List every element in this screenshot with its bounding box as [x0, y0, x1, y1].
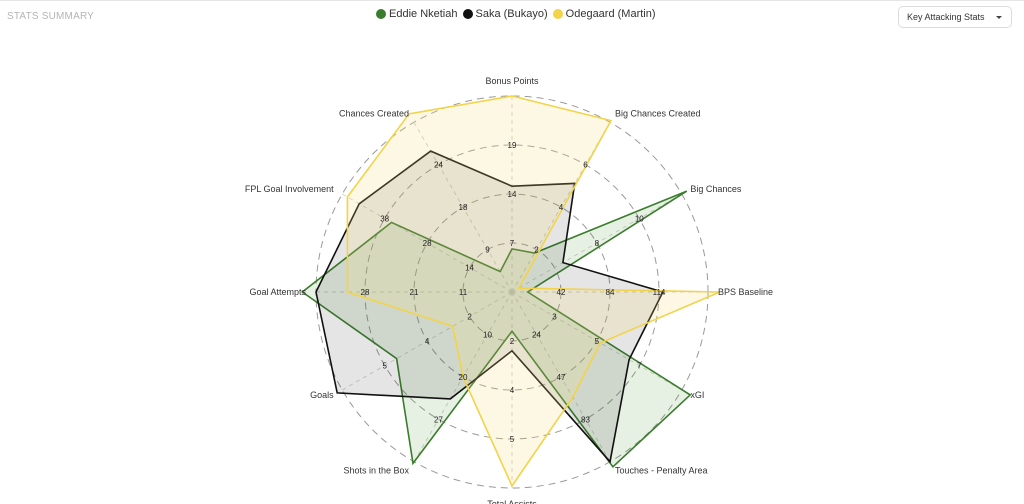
legend-item-saka[interactable]: Saka (Bukayo) [462, 8, 548, 20]
tick-label: 9 [485, 246, 490, 255]
series-polygon-2 [346, 95, 721, 488]
top-divider [0, 0, 1024, 1]
tick-label: 24 [434, 161, 443, 170]
axis-label: xGI [690, 390, 704, 400]
legend-item-nketiah[interactable]: Eddie Nketiah [376, 8, 458, 20]
tick-label: 14 [465, 264, 474, 273]
tick-label: 28 [361, 288, 370, 297]
axis-line-10 [342, 193, 513, 293]
tick-label: 10 [483, 330, 492, 339]
section-title: STATS SUMMARY [7, 11, 95, 22]
tick-label: 6 [583, 161, 588, 170]
tick-label: 38 [380, 215, 389, 224]
stats-type-dropdown[interactable]: Key Attacking Stats [898, 6, 1012, 28]
legend-item-odegaard[interactable]: Odegaard (Martin) [552, 8, 656, 20]
axis-label: Chances Created [339, 109, 409, 119]
axis-line-4 [511, 291, 682, 391]
axis-label: Total Assists [487, 499, 537, 504]
axis-label: Big Chances [690, 184, 742, 194]
tick-label: 42 [557, 288, 566, 297]
legend-dot-icon [376, 9, 386, 19]
tick-label: 14 [508, 190, 517, 199]
tick-label: 114 [653, 288, 666, 297]
chart-legend: Eddie Nketiah Saka (Bukayo) Odegaard (Ma… [376, 8, 657, 20]
tick-label: 5 [382, 362, 387, 371]
legend-dot-icon [462, 9, 473, 19]
axis-line-2 [511, 193, 682, 293]
tick-label: 24 [532, 330, 541, 339]
series-polygon-1 [315, 150, 665, 464]
tick-label: 83 [581, 415, 590, 424]
legend-label: Eddie Nketiah [389, 8, 458, 20]
tick-label: 8 [595, 239, 600, 248]
axis-label: Shots in the Box [343, 465, 409, 475]
tick-label: 21 [410, 288, 419, 297]
tick-label: 47 [557, 373, 566, 382]
axis-label: Bonus Points [485, 76, 539, 86]
tick-label: 10 [635, 215, 644, 224]
tick-label: 4 [425, 337, 430, 346]
tick-label: 4 [559, 203, 564, 212]
legend-dot-icon [552, 9, 563, 19]
tick-label: 2 [510, 337, 515, 346]
tick-label: 28 [423, 239, 432, 248]
dropdown-selected-label: Key Attacking Stats [907, 12, 985, 22]
axis-label: BPS Baseline [718, 287, 773, 297]
legend-label: Odegaard (Martin) [565, 8, 656, 20]
tick-label: 27 [434, 415, 443, 424]
tick-label: 7 [637, 362, 642, 371]
tick-label: 18 [459, 203, 468, 212]
axis-label: Big Chances Created [615, 109, 701, 119]
tick-label: 4 [510, 386, 515, 395]
tick-label: 5 [595, 337, 600, 346]
axis-label: Goals [310, 390, 334, 400]
axis-line-8 [342, 291, 513, 391]
tick-label: 19 [508, 141, 517, 150]
axis-label: Touches - Penalty Area [615, 465, 708, 475]
tick-label: 84 [606, 288, 615, 297]
series-polygon-0 [300, 190, 692, 468]
tick-label: 2 [534, 246, 539, 255]
axis-label: FPL Goal Involvement [245, 184, 334, 194]
tick-label: 5 [510, 435, 515, 444]
chevron-down-icon [996, 16, 1002, 19]
axis-label: Goal Attempts [249, 287, 306, 297]
tick-label: 20 [459, 373, 468, 382]
tick-label: 11 [459, 288, 468, 297]
legend-label: Saka (Bukayo) [475, 8, 548, 20]
tick-label: 7 [510, 239, 515, 248]
tick-label: 3 [552, 313, 557, 322]
tick-label: 2 [467, 313, 472, 322]
axis-line-5 [511, 291, 611, 462]
